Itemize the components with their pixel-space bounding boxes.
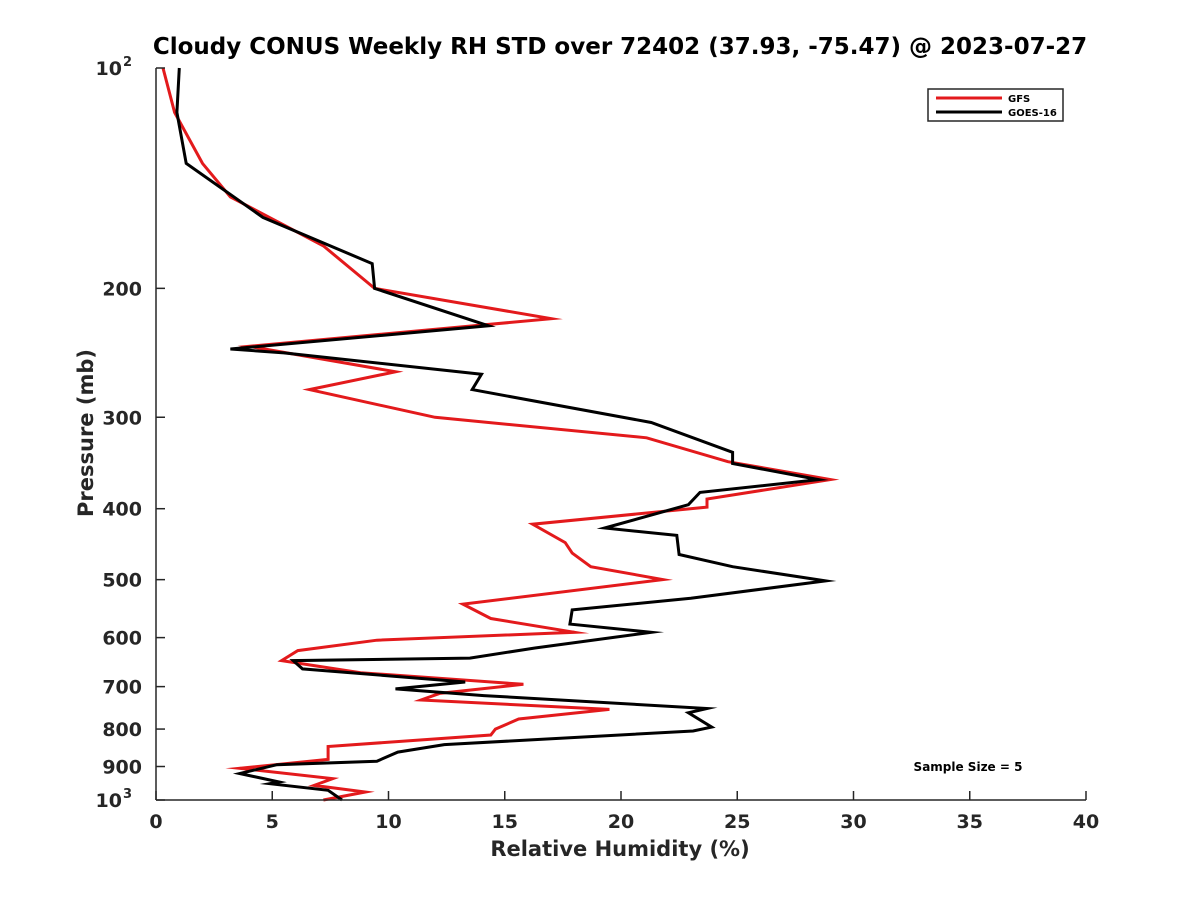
x-tick-label: 25 — [724, 811, 750, 833]
x-axis-label: Relative Humidity (%) — [490, 837, 749, 861]
legend-label: GOES-16 — [1008, 108, 1057, 119]
y-tick-label: 10 — [96, 790, 122, 812]
y-tick-label-exponent: 2 — [123, 55, 132, 70]
x-tick-label: 10 — [375, 811, 401, 833]
y-tick-label-exponent: 3 — [123, 787, 132, 802]
y-axis-label: Pressure (mb) — [74, 349, 98, 517]
x-tick-label: 35 — [957, 811, 983, 833]
series-line-gfs — [161, 67, 840, 802]
plot-area — [161, 67, 840, 802]
y-tick-label: 200 — [102, 278, 142, 300]
y-tick-label: 900 — [102, 757, 142, 779]
sample-size-annotation: Sample Size = 5 — [914, 760, 1023, 774]
y-tick-label: 500 — [102, 570, 142, 592]
y-tick-label: 700 — [102, 677, 142, 699]
y-tick-label: 400 — [102, 499, 142, 521]
x-tick-label: 5 — [266, 811, 279, 833]
x-tick-label: 15 — [492, 811, 518, 833]
legend: GFS GOES-16 — [927, 88, 1064, 122]
x-tick-label: 30 — [840, 811, 866, 833]
y-tick-label: 10 — [96, 58, 122, 80]
y-tick-label: 300 — [102, 407, 142, 429]
y-tick-label: 800 — [102, 719, 142, 741]
y-tick-label: 600 — [102, 628, 142, 650]
legend-box — [927, 88, 1064, 122]
legend-label: GFS — [1008, 94, 1030, 105]
series-line-goes-16 — [175, 67, 837, 802]
x-tick-label: 20 — [608, 811, 634, 833]
chart-title: Cloudy CONUS Weekly RH STD over 72402 (3… — [153, 34, 1087, 60]
x-tick-label: 40 — [1073, 811, 1099, 833]
x-tick-label: 0 — [149, 811, 162, 833]
